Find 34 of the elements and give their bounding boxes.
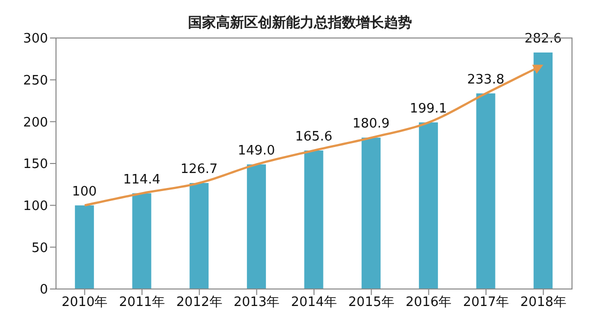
x-tick-label: 2013年 — [234, 295, 280, 310]
y-tick-label: 100 — [23, 198, 48, 214]
x-tick-label: 2016年 — [406, 295, 452, 310]
x-tick-label: 2018年 — [520, 295, 566, 310]
bar — [418, 122, 438, 289]
y-tick-label: 50 — [31, 240, 48, 256]
bar — [304, 150, 324, 289]
y-tick-label: 200 — [23, 115, 48, 130]
bar — [246, 164, 266, 289]
data-label: 180.9 — [352, 116, 390, 132]
chart-title: 国家高新区创新能力总指数增长趋势 — [187, 14, 413, 32]
data-label: 126.7 — [180, 162, 218, 177]
bar — [74, 205, 94, 289]
bar — [190, 182, 209, 289]
y-tick-label: 150 — [23, 157, 48, 172]
x-tick-label: 2011年 — [118, 295, 166, 310]
x-tick-label: 2012年 — [176, 295, 222, 310]
data-label: 149.0 — [238, 143, 276, 158]
x-tick-label: 2014年 — [290, 295, 338, 310]
bar — [362, 138, 381, 289]
x-tick-label: 2010年 — [62, 295, 108, 310]
x-tick-label: 2017年 — [462, 295, 510, 310]
bar — [132, 193, 152, 289]
bar — [476, 93, 496, 289]
y-tick-label: 0 — [40, 282, 48, 298]
data-label: 165.6 — [295, 129, 332, 144]
bar — [534, 52, 553, 289]
data-label: 199.1 — [410, 101, 448, 116]
data-label: 114.4 — [123, 172, 160, 188]
x-tick-label: 2015年 — [348, 295, 394, 310]
data-label: 100 — [72, 184, 97, 200]
data-label: 233.8 — [467, 72, 504, 88]
y-tick-label: 300 — [23, 32, 48, 47]
y-tick-label: 250 — [23, 73, 48, 88]
